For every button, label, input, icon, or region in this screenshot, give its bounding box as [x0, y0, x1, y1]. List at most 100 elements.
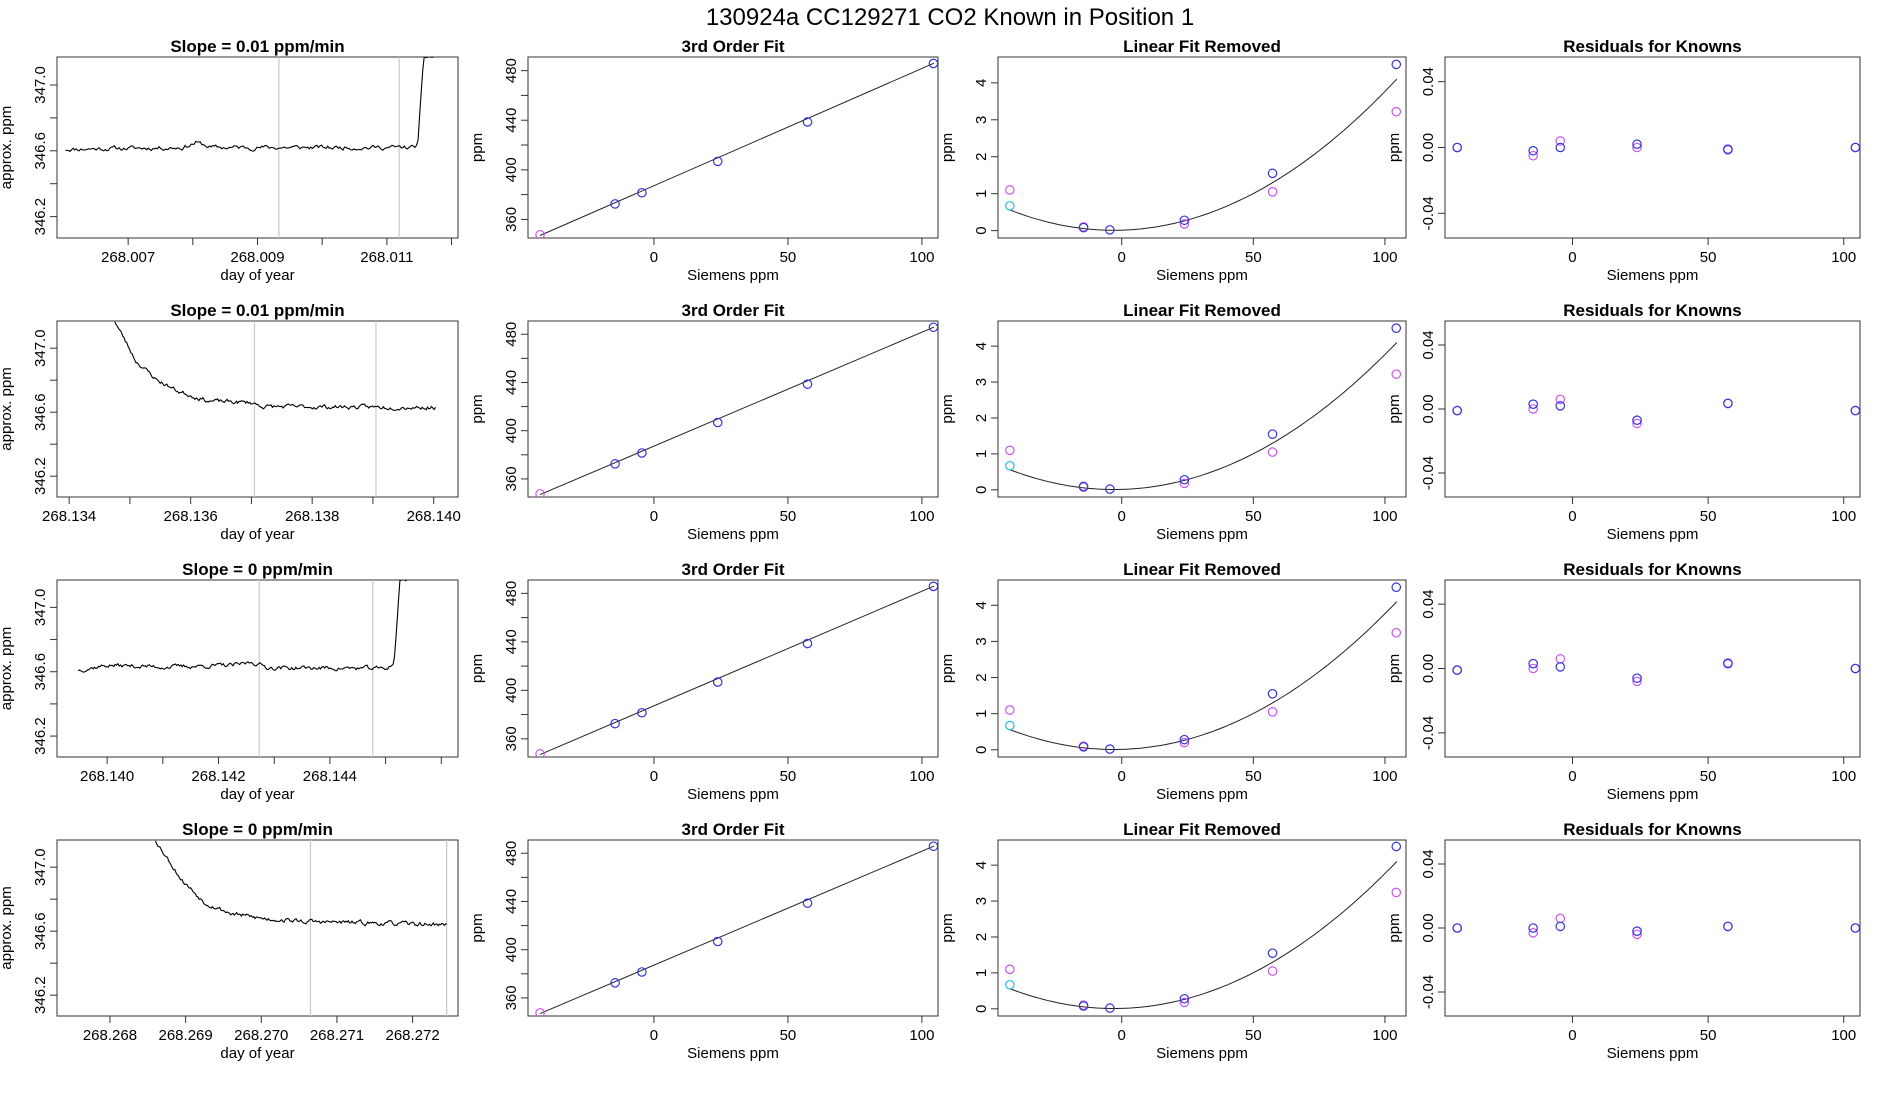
x-tick-label: 0 — [1118, 1027, 1126, 1044]
figure-title: 130924a CC129271 CO2 Known in Position 1 — [706, 4, 1194, 31]
known-point — [1632, 139, 1642, 150]
panel-r1c3: Linear Fit Removed 0 50 100 0 1 2 3 4 Siemens ppm… — [939, 37, 1407, 284]
panel-r2c4: Residuals for Knowns 0 50 100 -0.04 0.00 0.04 S… — [1386, 301, 1861, 543]
plot-data — [114, 321, 436, 497]
known-point — [1528, 399, 1538, 409]
x-axis-label: Siemens ppm — [1156, 526, 1248, 543]
y-axis-label: ppm — [469, 654, 486, 683]
known-point — [1267, 948, 1278, 958]
known-point — [610, 718, 620, 729]
known-point — [637, 967, 647, 977]
y-tick-label: 440 — [503, 629, 520, 654]
y-tick-label: 347.0 — [32, 589, 49, 627]
y-tick-label: 346.6 — [32, 132, 49, 170]
panel-title: Linear Fit Removed — [1123, 820, 1281, 839]
ppm-trace-line — [154, 840, 447, 927]
known-point — [1528, 923, 1538, 933]
secondary-point — [1528, 404, 1538, 414]
y-axis-label: ppm — [1386, 654, 1403, 683]
plot-data — [1005, 323, 1402, 494]
y-tick-label: 440 — [503, 889, 520, 914]
plot-frame — [56, 579, 459, 758]
x-tick-label: 0 — [1568, 249, 1576, 266]
known-point — [1452, 923, 1463, 933]
panel-grid: Slope = 0.01 ppm/min 268.007 268.009 268.01… — [0, 37, 1861, 1062]
known-point — [712, 156, 723, 167]
y-axis-label: ppm — [939, 394, 956, 423]
x-axis-label: day of year — [220, 267, 294, 284]
y-tick-label: -0.04 — [1420, 456, 1437, 490]
x-tick-label: 100 — [1831, 1027, 1856, 1044]
y-tick-label: 360 — [503, 207, 520, 232]
known-point — [1723, 144, 1733, 154]
secondary-point — [1267, 707, 1278, 717]
known-point — [1267, 688, 1278, 699]
known-point — [1391, 59, 1402, 70]
x-axis-label: Siemens ppm — [687, 1045, 779, 1062]
x-axis-label: Siemens ppm — [687, 786, 779, 803]
known-point — [1555, 662, 1566, 672]
known-point — [610, 199, 620, 209]
panel-r3c2: 3rd Order Fit 0 50 100 360 400 440 480 Siemens p… — [469, 560, 939, 803]
plot-frame — [1444, 56, 1861, 239]
y-tick-label: 4 — [973, 342, 990, 350]
y-tick-label: 2 — [973, 933, 990, 941]
known-point — [1452, 665, 1463, 675]
known-point — [712, 417, 723, 428]
secondary-point — [535, 229, 545, 238]
secondary-point — [1632, 929, 1642, 940]
plot-data — [77, 580, 408, 757]
x-axis-label: Siemens ppm — [1607, 1045, 1699, 1062]
plot-frame — [56, 320, 459, 498]
plot-frame — [527, 839, 939, 1017]
ppm-trace-line — [65, 57, 434, 153]
y-axis-label: ppm — [939, 913, 956, 942]
y-tick-label: 3 — [973, 378, 990, 386]
known-point — [1179, 474, 1190, 485]
y-tick-label: 346.2 — [32, 198, 49, 236]
known-point — [1632, 926, 1642, 936]
secondary-point — [1391, 369, 1402, 379]
y-tick-label: -0.04 — [1420, 716, 1437, 750]
y-tick-label: 360 — [503, 985, 520, 1010]
plot-data — [535, 581, 938, 757]
y-tick-label: 346.2 — [32, 457, 49, 495]
secondary-point — [1005, 185, 1015, 195]
known-point — [1391, 582, 1402, 593]
secondary-point — [535, 489, 545, 497]
secondary-point — [1391, 106, 1402, 117]
reference-point — [1005, 720, 1015, 731]
x-tick-label: 0 — [1118, 768, 1126, 785]
y-tick-label: 0 — [973, 226, 990, 234]
x-tick-label: 50 — [1700, 768, 1717, 785]
panel-r4c1: Slope = 0 ppm/min 268.268 268.269 268.270 26… — [0, 820, 459, 1062]
panel-title: 3rd Order Fit — [682, 37, 785, 56]
plot-frame — [997, 56, 1407, 239]
plot-frame — [527, 56, 939, 239]
x-tick-label: 50 — [1245, 768, 1262, 785]
plot-data — [1452, 654, 1860, 687]
known-point — [1105, 484, 1115, 494]
panel-title: Slope = 0.01 ppm/min — [170, 37, 344, 56]
y-tick-label: 2 — [973, 673, 990, 681]
plot-frame — [997, 839, 1407, 1017]
y-tick-label: 0.00 — [1420, 394, 1437, 423]
x-tick-label: 50 — [780, 1027, 797, 1044]
y-tick-label: 346.2 — [32, 717, 49, 755]
secondary-point — [1528, 663, 1538, 674]
y-tick-label: 480 — [503, 581, 520, 606]
y-tick-label: 4 — [973, 601, 990, 609]
x-tick-label: 0 — [1568, 768, 1576, 785]
panel-title: Residuals for Knowns — [1563, 560, 1742, 579]
known-point — [1267, 168, 1278, 179]
plot-frame — [1444, 839, 1861, 1017]
x-tick-label: 100 — [1372, 1027, 1397, 1044]
secondary-point — [1267, 447, 1278, 457]
y-tick-label: 440 — [503, 370, 520, 395]
panel-title: 3rd Order Fit — [682, 560, 785, 579]
y-tick-label: 360 — [503, 726, 520, 751]
secondary-point — [1267, 187, 1278, 197]
y-tick-label: 3 — [973, 637, 990, 645]
y-tick-label: 0.00 — [1420, 913, 1437, 942]
plot-data — [1005, 59, 1402, 235]
